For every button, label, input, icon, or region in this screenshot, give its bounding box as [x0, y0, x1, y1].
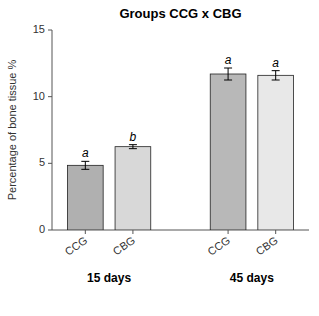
y-tick — [48, 163, 52, 164]
x-tick — [275, 230, 276, 234]
y-axis-label: Percentage of bone tissue % — [6, 59, 18, 200]
bar — [67, 165, 103, 230]
title: Groups CCG x CBG — [119, 6, 241, 21]
x-tick — [85, 230, 86, 234]
axes: 0 5 10 15 CCG CBG CCG CBG — [33, 23, 309, 258]
y-tick-label: 10 — [33, 90, 45, 102]
y-tick-label: 0 — [39, 223, 45, 235]
chart: 0 5 10 15 CCG CBG CCG CBG a b a a 15 days 45 days Grou… — [0, 0, 319, 316]
plot-area — [67, 68, 293, 230]
error-bar — [272, 71, 280, 80]
x-tick-label: CCG — [205, 234, 232, 258]
y-tick — [48, 230, 52, 231]
x-tick-label: CBG — [111, 234, 137, 258]
error-bar — [224, 68, 232, 80]
y-tick — [48, 30, 52, 31]
group-label: 45 days — [230, 271, 274, 285]
x-tick — [228, 230, 229, 234]
stat-label: b — [130, 130, 137, 144]
stat-label: a — [82, 146, 89, 160]
error-bar — [81, 161, 89, 169]
y-tick-label: 15 — [33, 23, 45, 35]
x-tick-label: CBG — [253, 234, 279, 258]
labels: a b a a 15 days 45 days — [82, 53, 279, 285]
bar — [258, 75, 294, 230]
x-tick-label: CCG — [63, 234, 90, 258]
bar — [210, 74, 246, 230]
error-bar — [129, 145, 137, 149]
y-axis-line — [52, 30, 53, 230]
group-label: 15 days — [87, 271, 131, 285]
x-tick — [132, 230, 133, 234]
y-tick-label: 5 — [39, 156, 45, 168]
y-tick — [48, 96, 52, 97]
stat-label: a — [272, 56, 279, 70]
stat-label: a — [225, 53, 232, 67]
chart-container: 0 5 10 15 CCG CBG CCG CBG a b a a 15 days 45 days Grou… — [0, 0, 319, 316]
bar — [115, 147, 151, 230]
